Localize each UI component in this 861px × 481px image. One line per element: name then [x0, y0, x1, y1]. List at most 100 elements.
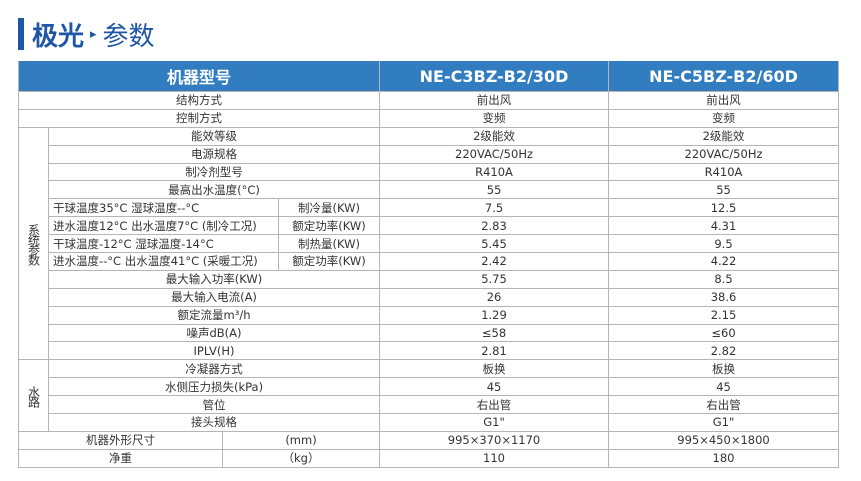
- table-row: 噪声dB(A) ≤58 ≤60: [19, 323, 840, 343]
- table-row: 最高出水温度(°C) 55 55: [19, 180, 840, 200]
- spec-value: 2级能效: [379, 126, 610, 146]
- row-label: 最大输入功率(KW): [47, 269, 381, 289]
- table-row: 最大输入功率(KW) 5.75 8.5: [19, 269, 840, 289]
- test-condition: 干球温度35°C 湿球温度--°C: [48, 198, 279, 218]
- water-group-label: 水路: [18, 359, 49, 432]
- table-row: 净重 （kg） 110 180: [18, 448, 840, 468]
- spec-value: ≤58: [379, 323, 610, 343]
- spec-value: 220VAC/50Hz: [608, 144, 840, 164]
- table-row: 管位 右出管 右出管: [19, 395, 840, 415]
- triangle-right-icon: ▸: [90, 26, 97, 42]
- spec-value: 995×450×1800: [608, 430, 840, 450]
- model-header: 机器型号: [17, 61, 381, 92]
- table-row: 水侧压力损失(kPa) 45 45: [19, 377, 840, 397]
- row-label: 管位: [47, 395, 381, 415]
- spec-value: 2级能效: [608, 126, 840, 146]
- spec-value: 板换: [379, 359, 610, 379]
- test-condition: 干球温度-12°C 湿球温度-14°C: [48, 234, 279, 254]
- table-row: 机器外形尺寸 (mm) 995×370×1170 995×450×1800: [18, 430, 840, 450]
- spec-value: 110: [379, 448, 610, 468]
- row-label: 接头规格: [47, 413, 381, 432]
- test-condition: 进水温度--°C 出水温度41°C (采暖工况): [48, 252, 279, 271]
- spec-value: 变频: [379, 108, 610, 128]
- spec-value: G1": [608, 413, 840, 432]
- spec-value: 2.82: [608, 341, 840, 361]
- row-label: 结构方式: [17, 91, 381, 110]
- table-row: IPLV(H) 2.81 2.82: [19, 341, 840, 361]
- spec-value: 55: [608, 180, 840, 200]
- row-label: 制冷量(KW): [277, 198, 381, 218]
- spec-value: 变频: [608, 108, 840, 128]
- row-unit: (mm): [221, 430, 381, 450]
- spec-value: 1.29: [379, 305, 610, 325]
- row-label: 能效等级: [47, 126, 381, 146]
- title-accent-bar: [18, 18, 24, 50]
- row-label: 冷凝器方式: [47, 359, 381, 379]
- spec-value: 2.83: [379, 216, 610, 236]
- spec-value: 2.81: [379, 341, 610, 361]
- row-label: 电源规格: [47, 144, 381, 164]
- spec-value: 前出风: [379, 91, 610, 110]
- brand-name: 极光: [32, 21, 85, 52]
- spec-value: 4.31: [608, 216, 840, 236]
- spec-value: 180: [608, 448, 840, 468]
- spec-value: 220VAC/50Hz: [379, 144, 610, 164]
- table-row: 制冷剂型号 R410A R410A: [19, 162, 840, 182]
- table-row: 接头规格 G1" G1": [19, 413, 840, 432]
- table-row: 水路 冷凝器方式 板换 板换: [18, 359, 840, 432]
- spec-value: 38.6: [608, 287, 840, 307]
- table-row: 电源规格 220VAC/50Hz 220VAC/50Hz: [19, 144, 840, 164]
- row-label: 净重: [18, 448, 223, 468]
- spec-value: 8.5: [608, 269, 840, 289]
- row-label: 最大输入电流(A): [47, 287, 381, 307]
- row-label: 噪声dB(A): [47, 323, 381, 343]
- spec-value: 12.5: [608, 198, 840, 218]
- table-row: 控制方式 变频 变频: [17, 108, 840, 128]
- page-title: 极光 ▸ 参数: [18, 18, 155, 52]
- row-label: 额定流量m³/h: [47, 305, 381, 325]
- row-label: 水侧压力损失(kPa): [47, 377, 381, 397]
- table-row: 干球温度-12°C 湿球温度-14°C 制热量(KW) 5.45 9.5: [19, 234, 840, 254]
- header-row: 机器型号 NE-C3BZ-B2/30D NE-C5BZ-B2/60D: [17, 61, 840, 92]
- model-name: NE-C3BZ-B2/30D: [379, 61, 610, 92]
- spec-value: 前出风: [608, 91, 840, 110]
- spec-value: 右出管: [379, 395, 610, 415]
- spec-value: ≤60: [608, 323, 840, 343]
- spec-value: 5.45: [379, 234, 610, 254]
- row-label: 机器外形尺寸: [18, 430, 223, 450]
- table-row: 结构方式 前出风 前出风: [17, 91, 840, 110]
- spec-value: 26: [379, 287, 610, 307]
- spec-value: 2.42: [379, 252, 610, 271]
- row-label: 额定功率(KW): [277, 216, 381, 236]
- spec-value: 45: [608, 377, 840, 397]
- table-row: 最大输入电流(A) 26 38.6: [19, 287, 840, 307]
- row-unit: （kg）: [221, 448, 381, 468]
- spec-value: 5.75: [379, 269, 610, 289]
- spec-value: 7.5: [379, 198, 610, 218]
- spec-value: 55: [379, 180, 610, 200]
- spec-value: 板换: [608, 359, 840, 379]
- row-label: 最高出水温度(°C): [47, 180, 381, 200]
- system-group-label: 系统参数: [18, 126, 49, 361]
- table-row: 干球温度35°C 湿球温度--°C 制冷量(KW) 7.5 12.5: [19, 198, 840, 218]
- section-name: 参数: [102, 21, 155, 52]
- spec-value: 45: [379, 377, 610, 397]
- table-row: 进水温度12°C 出水温度7°C (制冷工况) 额定功率(KW) 2.83 4.31: [19, 216, 840, 236]
- row-label: 制冷剂型号: [47, 162, 381, 182]
- spec-table: 机器型号 NE-C3BZ-B2/30D NE-C5BZ-B2/60D 结构方式前…: [17, 61, 840, 468]
- model-name: NE-C5BZ-B2/60D: [608, 61, 840, 92]
- spec-value: 2.15: [608, 305, 840, 325]
- spec-value: R410A: [608, 162, 840, 182]
- row-label: 控制方式: [17, 108, 381, 128]
- spec-value: 4.22: [608, 252, 840, 271]
- table-row: 系统参数 能效等级 2级能效 2级能效: [18, 126, 840, 361]
- test-condition: 进水温度12°C 出水温度7°C (制冷工况): [48, 216, 279, 236]
- row-label: 额定功率(KW): [277, 252, 381, 271]
- table-row: 额定流量m³/h 1.29 2.15: [19, 305, 840, 325]
- spec-value: 右出管: [608, 395, 840, 415]
- spec-value: 995×370×1170: [379, 430, 610, 450]
- spec-value: R410A: [379, 162, 610, 182]
- row-label: 制热量(KW): [277, 234, 381, 254]
- spec-value: 9.5: [608, 234, 840, 254]
- row-label: IPLV(H): [47, 341, 381, 361]
